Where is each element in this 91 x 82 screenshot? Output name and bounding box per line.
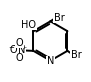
Text: Br: Br bbox=[71, 50, 81, 60]
Text: HO: HO bbox=[21, 20, 36, 30]
Text: O: O bbox=[16, 53, 23, 63]
Text: N: N bbox=[18, 45, 25, 55]
Text: N: N bbox=[47, 56, 54, 66]
Text: −: − bbox=[8, 45, 14, 51]
Text: O: O bbox=[16, 38, 23, 48]
Text: Br: Br bbox=[54, 13, 64, 23]
Text: +: + bbox=[21, 46, 26, 50]
Text: O: O bbox=[10, 45, 17, 55]
